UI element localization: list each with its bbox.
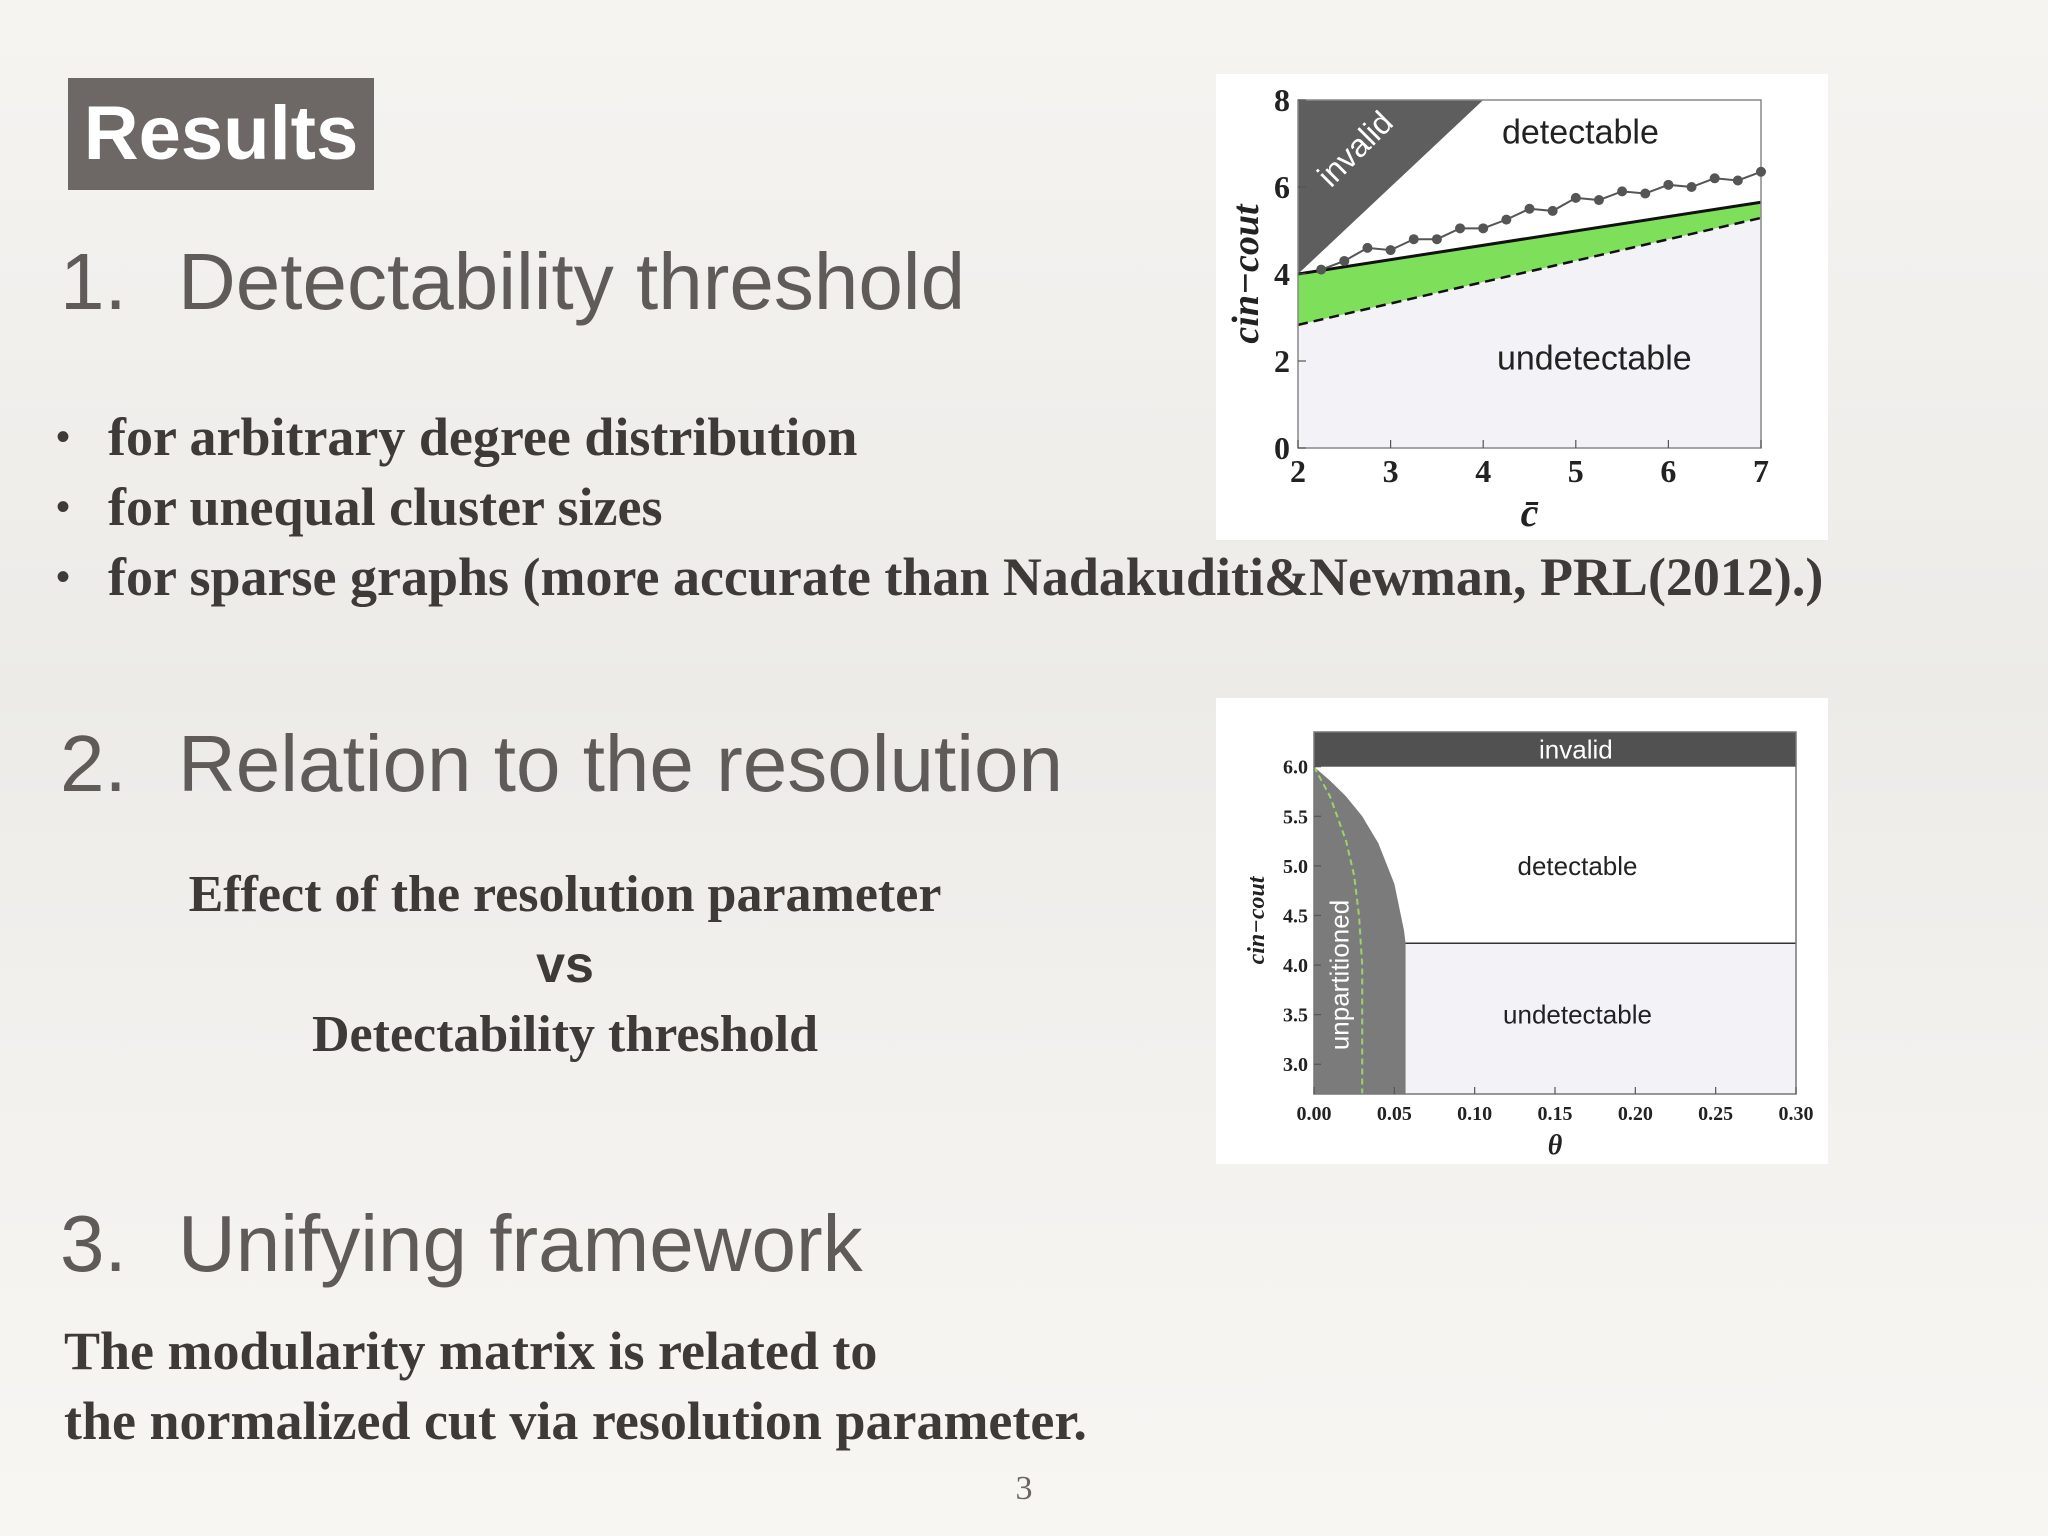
section-2-title: Relation to the resolution: [178, 719, 1063, 808]
x-tick-label: 0.10: [1457, 1103, 1492, 1125]
x-axis-label: c̄: [1521, 490, 1539, 535]
data-point: [1431, 234, 1442, 245]
x-tick-label: 0.05: [1377, 1103, 1412, 1125]
section-3-title: Unifying framework: [178, 1199, 863, 1288]
data-point: [1593, 195, 1604, 206]
data-point: [1756, 166, 1766, 177]
x-tick-label: 6: [1660, 453, 1676, 489]
section-1-title: Detectability threshold: [178, 237, 966, 326]
bullet-text: for sparse graphs (more accurate than Na…: [108, 547, 1824, 607]
x-tick-label: 5: [1568, 453, 1584, 489]
undetectable-region: [1298, 217, 1761, 448]
y-tick-label: 4.5: [1283, 905, 1308, 927]
data-point: [1362, 242, 1373, 253]
resolution-comparison-text: Effect of the resolution parameter vs De…: [100, 860, 1030, 1070]
data-point: [1408, 234, 1419, 245]
y-tick-label: 5.0: [1283, 856, 1308, 878]
y-tick-label: 3.5: [1283, 1005, 1308, 1027]
comparison-line-2: vs: [536, 936, 594, 994]
x-axis-label: θ: [1548, 1130, 1563, 1161]
region-label-detectable: detectable: [1518, 851, 1638, 881]
section-1-number: 1.: [60, 237, 127, 326]
region-label-unpartitioned: unpartitioned: [1325, 900, 1355, 1050]
data-point: [1501, 214, 1512, 225]
resolution-chart-svg: 0.00 0.05 0.10 0.15 0.20 0.25 0.30 3.0 3.5 4.0 4.5…: [1244, 731, 1814, 1161]
comparison-line-3: Detectability threshold: [312, 1006, 818, 1063]
resolution-chart: 0.00 0.05 0.10 0.15 0.20 0.25 0.30 3.0 3.5 4.0 4.5…: [1216, 698, 1828, 1164]
region-label-invalid: invalid: [1539, 734, 1613, 764]
section-1-heading: 1. Detectability threshold: [60, 236, 965, 328]
data-point: [1640, 188, 1651, 199]
x-tick-label: 3: [1383, 453, 1399, 489]
x-tick-label: 4: [1475, 453, 1491, 489]
x-tick-label: 7: [1753, 453, 1769, 489]
x-tick-label: 2: [1290, 453, 1306, 489]
data-point: [1316, 264, 1327, 275]
data-point: [1663, 179, 1674, 190]
data-point: [1570, 192, 1581, 203]
data-point: [1686, 182, 1697, 192]
data-point: [1617, 186, 1628, 197]
x-tick-label: 0.15: [1538, 1103, 1573, 1125]
x-tick-label: 0.20: [1618, 1103, 1653, 1125]
invalid-band: [1314, 732, 1796, 767]
data-point: [1524, 203, 1535, 214]
y-tick-label: 2: [1274, 343, 1290, 379]
y-axis-label: cin−cout: [1225, 203, 1267, 344]
bullet-dot: •: [56, 415, 71, 459]
unifying-framework-text: The modularity matrix is related to the …: [64, 1316, 1087, 1456]
data-point: [1547, 205, 1558, 216]
unify-line-2: the normalized cut via resolution parame…: [64, 1391, 1087, 1451]
green-dashed-curve: [1314, 766, 1364, 1094]
x-tick-label: 0.30: [1779, 1103, 1814, 1125]
bullet-text: for unequal cluster sizes: [108, 477, 663, 537]
data-point: [1385, 245, 1396, 256]
y-tick-label: 4.0: [1283, 955, 1308, 977]
bullet-dot: •: [56, 485, 71, 529]
unify-line-1: The modularity matrix is related to: [64, 1321, 878, 1381]
data-point: [1478, 223, 1489, 234]
data-point: [1455, 223, 1466, 234]
section-3-heading: 3. Unifying framework: [60, 1198, 863, 1290]
section-2-heading: 2. Relation to the resolution: [60, 718, 1063, 810]
bullet-item: • for unequal cluster sizes: [52, 472, 1823, 542]
y-tick-label: 6: [1274, 169, 1290, 205]
y-tick-label: 8: [1274, 82, 1290, 118]
x-tick-label: 0.00: [1297, 1103, 1332, 1125]
y-tick-label: 6.0: [1283, 757, 1308, 779]
data-point: [1709, 173, 1720, 184]
section-1-bullet-list: • for arbitrary degree distribution • for …: [52, 402, 1823, 612]
y-axis-label: cin−cout: [1244, 875, 1270, 964]
region-label-undetectable: undetectable: [1503, 1000, 1652, 1030]
data-point: [1339, 255, 1350, 266]
bullet-item: • for sparse graphs (more accurate than N…: [52, 542, 1823, 612]
region-label-detectable: detectable: [1502, 114, 1659, 152]
bullet-dot: •: [56, 555, 71, 599]
threshold-band: [1298, 202, 1761, 325]
page-number: 3: [1015, 1470, 1033, 1507]
y-tick-label: 4: [1274, 256, 1290, 292]
y-tick-label: 5.5: [1283, 806, 1308, 828]
bullet-item: • for arbitrary degree distribution: [52, 402, 1823, 472]
section-3-number: 3.: [60, 1199, 127, 1288]
region-label-undetectable: undetectable: [1497, 340, 1692, 378]
x-tick-label: 0.25: [1698, 1103, 1733, 1125]
upper-threshold-line: [1298, 200, 1761, 276]
bullet-text: for arbitrary degree distribution: [108, 407, 858, 467]
results-badge: Results: [68, 78, 374, 190]
comparison-line-1: Effect of the resolution parameter: [188, 866, 942, 923]
data-point: [1732, 175, 1743, 186]
y-tick-label: 3.0: [1283, 1054, 1308, 1076]
section-2-number: 2.: [60, 719, 127, 808]
y-tick-label: 0: [1274, 430, 1290, 466]
